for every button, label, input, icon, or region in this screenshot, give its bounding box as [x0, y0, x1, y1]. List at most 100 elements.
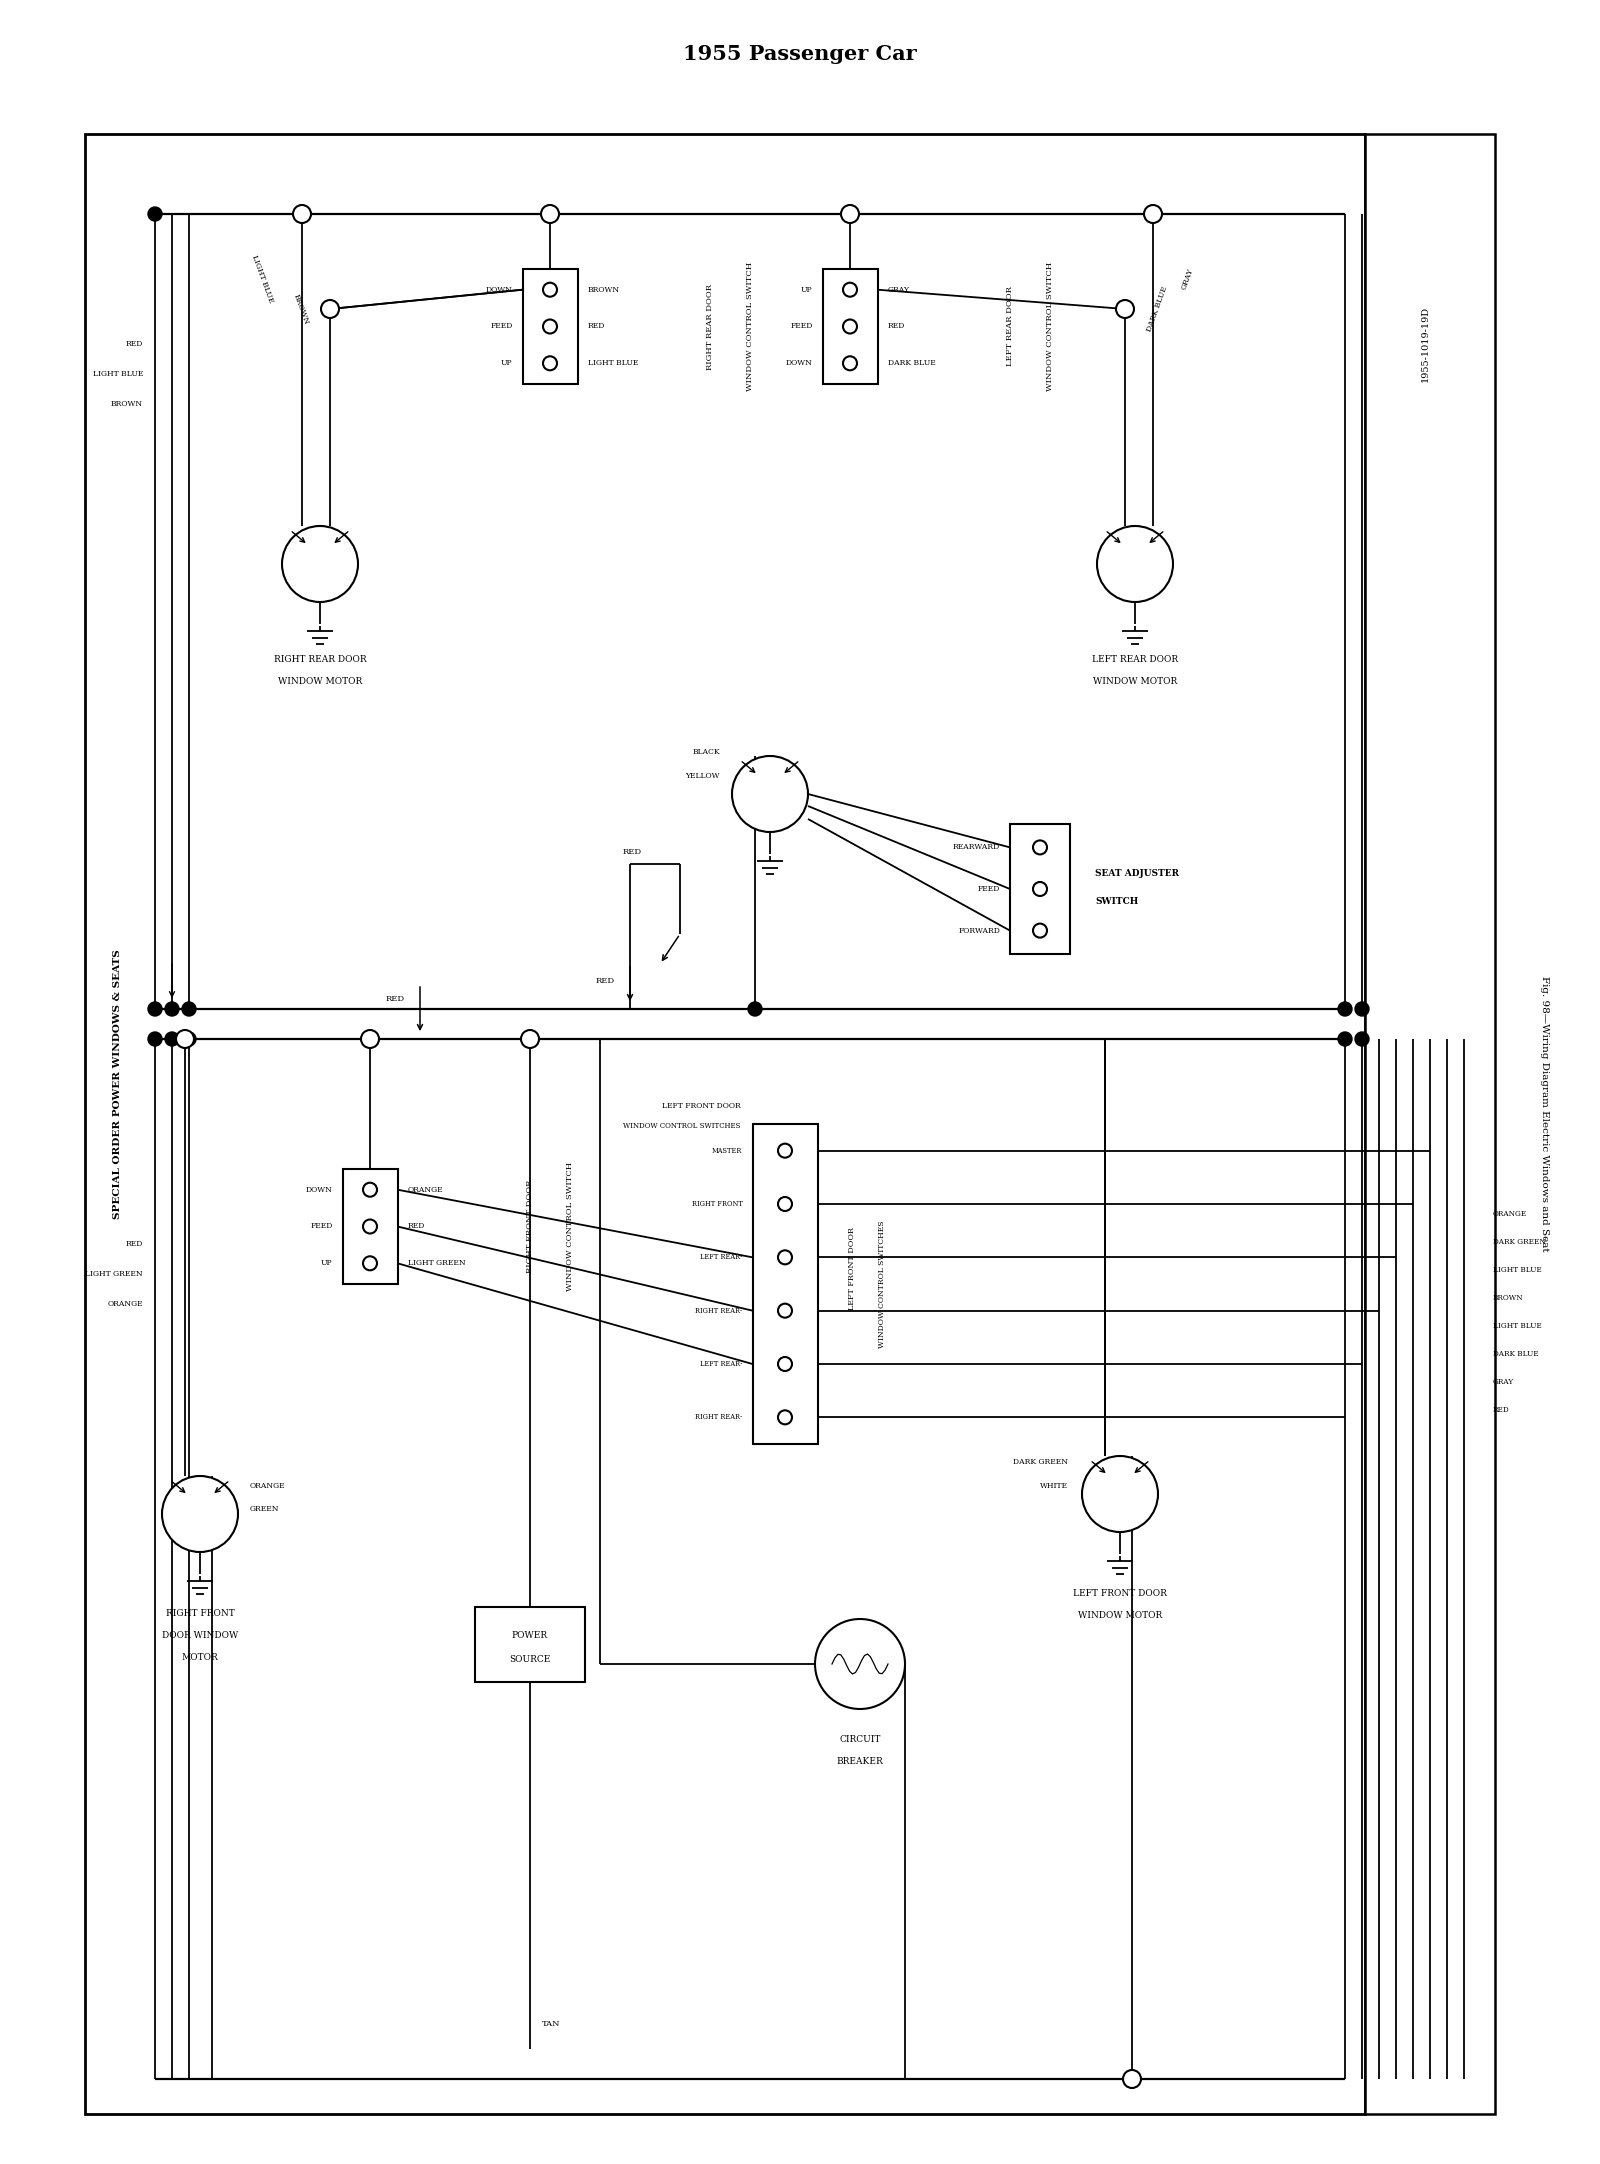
- Text: ORANGE: ORANGE: [107, 1301, 142, 1307]
- Text: DARK BLUE: DARK BLUE: [888, 359, 936, 368]
- Bar: [475, 1606, 586, 1681]
- Circle shape: [362, 1030, 379, 1047]
- Text: UP: UP: [322, 1259, 333, 1268]
- Text: CIRCUIT: CIRCUIT: [840, 1736, 880, 1744]
- Text: RIGHT FRONT: RIGHT FRONT: [691, 1201, 742, 1208]
- Text: LIGHT BLUE: LIGHT BLUE: [1493, 1322, 1542, 1331]
- Circle shape: [749, 1002, 762, 1017]
- Text: LEFT REAR DOOR: LEFT REAR DOOR: [1091, 654, 1178, 664]
- Text: ORANGE: ORANGE: [408, 1186, 443, 1195]
- Text: ORANGE: ORANGE: [250, 1482, 286, 1491]
- Text: REARWARD: REARWARD: [952, 844, 1000, 850]
- Text: SEAT ADJUSTER: SEAT ADJUSTER: [1094, 870, 1179, 879]
- Circle shape: [162, 1476, 238, 1552]
- Text: WINDOW MOTOR: WINDOW MOTOR: [1093, 677, 1178, 686]
- Text: LIGHT GREEN: LIGHT GREEN: [408, 1259, 466, 1268]
- Circle shape: [778, 1197, 792, 1212]
- Circle shape: [1034, 883, 1046, 896]
- Text: RED: RED: [386, 995, 405, 1002]
- Text: WINDOW CONTROL SWITCH: WINDOW CONTROL SWITCH: [1046, 262, 1054, 392]
- Circle shape: [363, 1220, 378, 1233]
- Circle shape: [1338, 1002, 1352, 1017]
- Text: MOTOR: MOTOR: [182, 1653, 218, 1662]
- Text: DARK GREEN: DARK GREEN: [1493, 1238, 1546, 1246]
- Text: GRAY: GRAY: [1181, 268, 1195, 290]
- Circle shape: [1144, 206, 1162, 223]
- Text: WINDOW CONTROL SWITCH: WINDOW CONTROL SWITCH: [566, 1162, 574, 1292]
- Text: RIGHT REAR-: RIGHT REAR-: [696, 1413, 742, 1422]
- Text: 1955-1019-19D: 1955-1019-19D: [1421, 305, 1429, 383]
- Text: UP: UP: [802, 286, 813, 294]
- Circle shape: [843, 320, 858, 333]
- Circle shape: [182, 1002, 195, 1017]
- Text: LIGHT BLUE: LIGHT BLUE: [587, 359, 638, 368]
- Circle shape: [282, 526, 358, 602]
- Text: LIGHT BLUE: LIGHT BLUE: [1493, 1266, 1542, 1275]
- Circle shape: [842, 206, 859, 223]
- Circle shape: [293, 206, 310, 223]
- Circle shape: [322, 301, 339, 318]
- Text: WINDOW CONTROL SWITCHES: WINDOW CONTROL SWITCHES: [622, 1121, 741, 1130]
- Text: RED: RED: [595, 976, 614, 985]
- Bar: [85, 134, 1365, 2114]
- Text: POWER: POWER: [512, 1632, 549, 1640]
- Circle shape: [1355, 1002, 1370, 1017]
- Circle shape: [1123, 2071, 1141, 2088]
- Text: LIGHT BLUE: LIGHT BLUE: [250, 253, 275, 303]
- Text: BROWN: BROWN: [587, 286, 619, 294]
- Text: RIGHT REAR-: RIGHT REAR-: [696, 1307, 742, 1316]
- Text: RIGHT FRONT: RIGHT FRONT: [166, 1610, 234, 1619]
- Text: FEED: FEED: [310, 1223, 333, 1231]
- Text: DOWN: DOWN: [306, 1186, 333, 1195]
- Circle shape: [363, 1257, 378, 1270]
- Bar: [1365, 134, 1494, 2114]
- Text: RIGHT FRONT DOOR: RIGHT FRONT DOOR: [526, 1179, 534, 1272]
- Circle shape: [778, 1251, 792, 1264]
- Text: LEFT FRONT DOOR: LEFT FRONT DOOR: [848, 1227, 856, 1311]
- Text: LEFT FRONT DOOR: LEFT FRONT DOOR: [662, 1101, 741, 1110]
- Text: SPECIAL ORDER POWER WINDOWS & SEATS: SPECIAL ORDER POWER WINDOWS & SEATS: [114, 950, 123, 1218]
- Circle shape: [147, 208, 162, 221]
- Bar: [752, 1123, 818, 1443]
- Circle shape: [1034, 924, 1046, 937]
- Circle shape: [778, 1143, 792, 1158]
- Text: LEFT FRONT DOOR: LEFT FRONT DOOR: [1074, 1591, 1166, 1599]
- Text: WINDOW CONTROL SWITCHES: WINDOW CONTROL SWITCHES: [878, 1220, 886, 1348]
- Text: RED: RED: [126, 340, 142, 348]
- Circle shape: [1355, 1032, 1370, 1045]
- Text: SOURCE: SOURCE: [509, 1655, 550, 1664]
- Circle shape: [778, 1411, 792, 1424]
- Text: DOOR WINDOW: DOOR WINDOW: [162, 1632, 238, 1640]
- Bar: [822, 268, 877, 383]
- Circle shape: [176, 1030, 194, 1047]
- Text: LEFT REAR-: LEFT REAR-: [701, 1253, 742, 1262]
- Text: BROWN: BROWN: [110, 400, 142, 409]
- Text: RED: RED: [126, 1240, 142, 1249]
- Text: LIGHT BLUE: LIGHT BLUE: [93, 370, 142, 379]
- Text: LEFT REAR DOOR: LEFT REAR DOOR: [1006, 286, 1014, 366]
- Text: GRAY: GRAY: [1493, 1378, 1514, 1385]
- Text: BLACK: BLACK: [693, 749, 720, 755]
- Circle shape: [814, 1619, 906, 1710]
- Circle shape: [1034, 840, 1046, 855]
- Text: DARK BLUE: DARK BLUE: [1493, 1350, 1539, 1359]
- Circle shape: [165, 1002, 179, 1017]
- Text: GRAY: GRAY: [888, 286, 909, 294]
- Text: RIGHT REAR DOOR: RIGHT REAR DOOR: [706, 283, 714, 370]
- Text: RED: RED: [587, 322, 605, 331]
- Text: WINDOW MOTOR: WINDOW MOTOR: [278, 677, 362, 686]
- Text: DARK BLUE: DARK BLUE: [1146, 286, 1170, 333]
- Text: LIGHT GREEN: LIGHT GREEN: [85, 1270, 142, 1279]
- Circle shape: [541, 206, 558, 223]
- Circle shape: [363, 1184, 378, 1197]
- Circle shape: [843, 283, 858, 296]
- Text: DARK GREEN: DARK GREEN: [1013, 1459, 1069, 1465]
- Circle shape: [1098, 526, 1173, 602]
- Text: Fig. 98—Wiring Diagram Electric Windows and Seat: Fig. 98—Wiring Diagram Electric Windows …: [1541, 976, 1549, 1251]
- Circle shape: [733, 755, 808, 831]
- Text: BREAKER: BREAKER: [837, 1757, 883, 1766]
- Text: YELLOW: YELLOW: [685, 773, 720, 779]
- Bar: [342, 1169, 397, 1283]
- Text: BROWN: BROWN: [291, 292, 310, 325]
- Text: FEED: FEED: [490, 322, 512, 331]
